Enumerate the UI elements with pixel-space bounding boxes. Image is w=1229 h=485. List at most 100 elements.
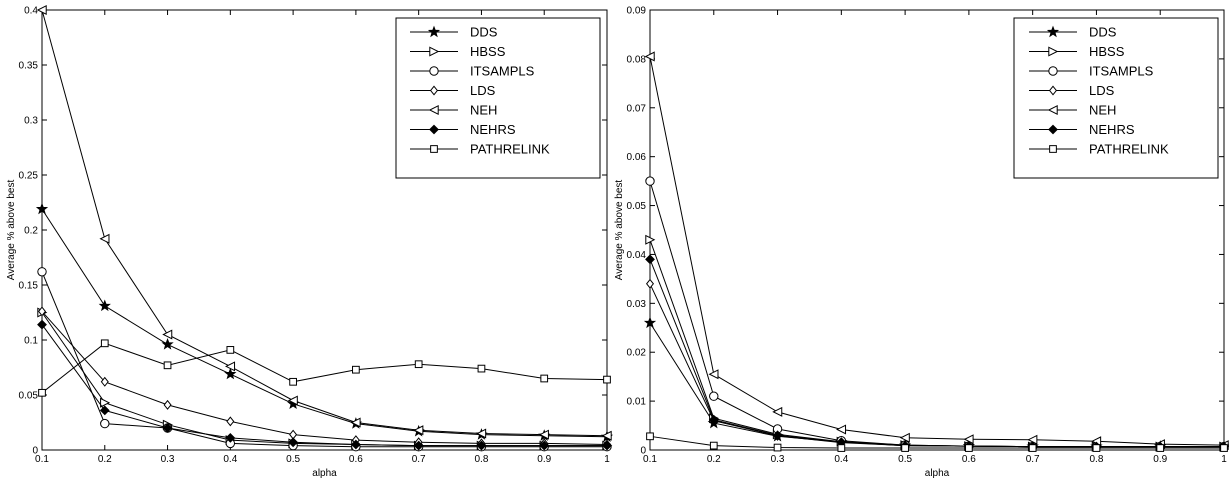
legend-marker-itsampls <box>1048 66 1058 76</box>
legend-marker-hbss <box>429 46 440 57</box>
data-point-pathrelink <box>837 444 846 452</box>
data-point-itsampls <box>645 176 655 186</box>
data-point-nehrs <box>772 430 783 441</box>
x-tick-label: 0.8 <box>1089 454 1103 465</box>
data-point-neh <box>899 432 910 443</box>
legend: DDS HBSS ITSAMPLS LDS NEH NEHRS PATHRELINK <box>395 17 601 179</box>
series-line-neh <box>41 9 608 437</box>
legend-label-neh: NEH <box>470 103 497 118</box>
chart-2: 0.1 0.2 0.3 0.4 0.5 0.6 0.7 0.8 0.9 1 0 0.01 0.02 0.0… <box>614 6 1229 479</box>
x-tick-label: 0.7 <box>1026 454 1040 465</box>
data-point-nehrs <box>350 439 361 450</box>
data-point-nehrs <box>645 254 655 265</box>
series-line-neh <box>649 56 1225 446</box>
x-axis-label: alpha <box>925 468 950 479</box>
data-point-neh <box>413 425 424 436</box>
x-axis-label: alpha <box>312 468 337 479</box>
y-tick-label: 0.02 <box>627 348 647 359</box>
data-point-pathrelink <box>1220 444 1228 452</box>
legend-label-neh: NEH <box>1089 103 1116 118</box>
data-point-neh <box>99 233 110 244</box>
series-pathrelink <box>38 339 611 397</box>
y-tick-label: 0 <box>32 446 38 457</box>
legend-label-lds: LDS <box>1089 83 1115 98</box>
data-point-dds <box>35 202 49 215</box>
data-point-nehrs <box>37 319 47 330</box>
data-point-dds <box>98 299 111 312</box>
y-tick-label: 0.09 <box>627 6 647 17</box>
legend-label-lds: LDS <box>470 83 496 98</box>
x-tick-label: 0.9 <box>537 454 551 465</box>
series-line-nehrs <box>649 259 1224 448</box>
x-tick-label: 0.2 <box>98 454 112 465</box>
series-neh <box>36 4 612 441</box>
series-nehrs <box>37 319 612 451</box>
data-point-hbss <box>645 234 656 245</box>
x-tick-label: 0.6 <box>962 454 976 465</box>
data-point-nehrs <box>99 405 110 416</box>
series-hbss <box>37 307 613 451</box>
legend-box <box>1013 17 1219 179</box>
x-tick-label: 0.5 <box>286 454 300 465</box>
series-hbss <box>645 234 1229 452</box>
data-point-nehrs <box>162 423 173 433</box>
legend-marker-neh <box>428 104 439 116</box>
legend-label-nehrs: NEHRS <box>470 122 516 137</box>
y-tick-label: 0 <box>640 446 646 457</box>
data-point-nehrs <box>602 440 612 451</box>
series-itsampls <box>645 176 1229 452</box>
y-tick-label: 0.1 <box>24 336 38 347</box>
legend-marker-lds <box>429 85 439 96</box>
data-point-neh <box>601 430 612 441</box>
series-line-pathrelink <box>649 435 1224 449</box>
series-line-hbss <box>649 239 1224 448</box>
data-point-pathrelink <box>1028 444 1037 452</box>
y-tick-label: 0.2 <box>24 226 38 237</box>
y-axis-label: Average % above best <box>6 180 17 281</box>
data-point-neh <box>287 395 298 406</box>
data-point-lds <box>100 376 109 387</box>
series-line-lds <box>649 283 1224 448</box>
y-tick-label: 0.35 <box>19 61 39 72</box>
series-dds <box>35 202 614 443</box>
y-tick-label: 0.05 <box>627 201 647 212</box>
x-tick-label: 1 <box>604 454 610 465</box>
legend-marker-neh <box>1047 104 1058 116</box>
series-lds <box>37 306 612 450</box>
legend-label-itsampls: ITSAMPLS <box>1089 64 1154 79</box>
data-point-pathrelink <box>709 441 718 450</box>
x-tick-label: 0.1 <box>643 454 657 465</box>
x-tick-label: 0.7 <box>412 454 426 465</box>
plot-frame <box>649 9 1225 451</box>
data-point-pathrelink <box>226 346 235 354</box>
data-point-lds <box>37 306 47 317</box>
legend-label-itsampls: ITSAMPLS <box>470 64 535 79</box>
data-point-dds <box>643 316 657 329</box>
data-point-pathrelink <box>773 443 782 452</box>
legend-marker-dds <box>427 25 441 38</box>
data-point-pathrelink <box>603 375 611 384</box>
data-point-nehrs <box>413 440 424 451</box>
y-tick-label: 0.04 <box>627 250 647 261</box>
y-tick-label: 0.25 <box>19 171 39 182</box>
data-point-lds <box>163 399 172 410</box>
data-point-itsampls <box>709 391 719 401</box>
legend-marker-itsampls <box>429 66 439 76</box>
series-line-nehrs <box>41 324 607 447</box>
data-point-pathrelink <box>646 432 654 441</box>
data-point-hbss <box>100 397 111 408</box>
y-tick-label: 0.06 <box>627 152 647 163</box>
x-tick-label: 0.3 <box>771 454 785 465</box>
data-point-pathrelink <box>901 444 909 452</box>
series-line-itsampls <box>41 271 607 448</box>
x-tick-label: 0.9 <box>1153 454 1167 465</box>
x-tick-label: 0.3 <box>161 454 175 465</box>
y-tick-label: 0.4 <box>24 6 38 17</box>
y-axis-label: Average % above best <box>614 180 625 281</box>
data-point-pathrelink <box>352 365 360 374</box>
legend-label-pathrelink: PATHRELINK <box>470 142 550 157</box>
legend-label-hbss: HBSS <box>1089 44 1125 59</box>
legend-box <box>395 17 601 179</box>
series-line-dds <box>649 322 1224 448</box>
